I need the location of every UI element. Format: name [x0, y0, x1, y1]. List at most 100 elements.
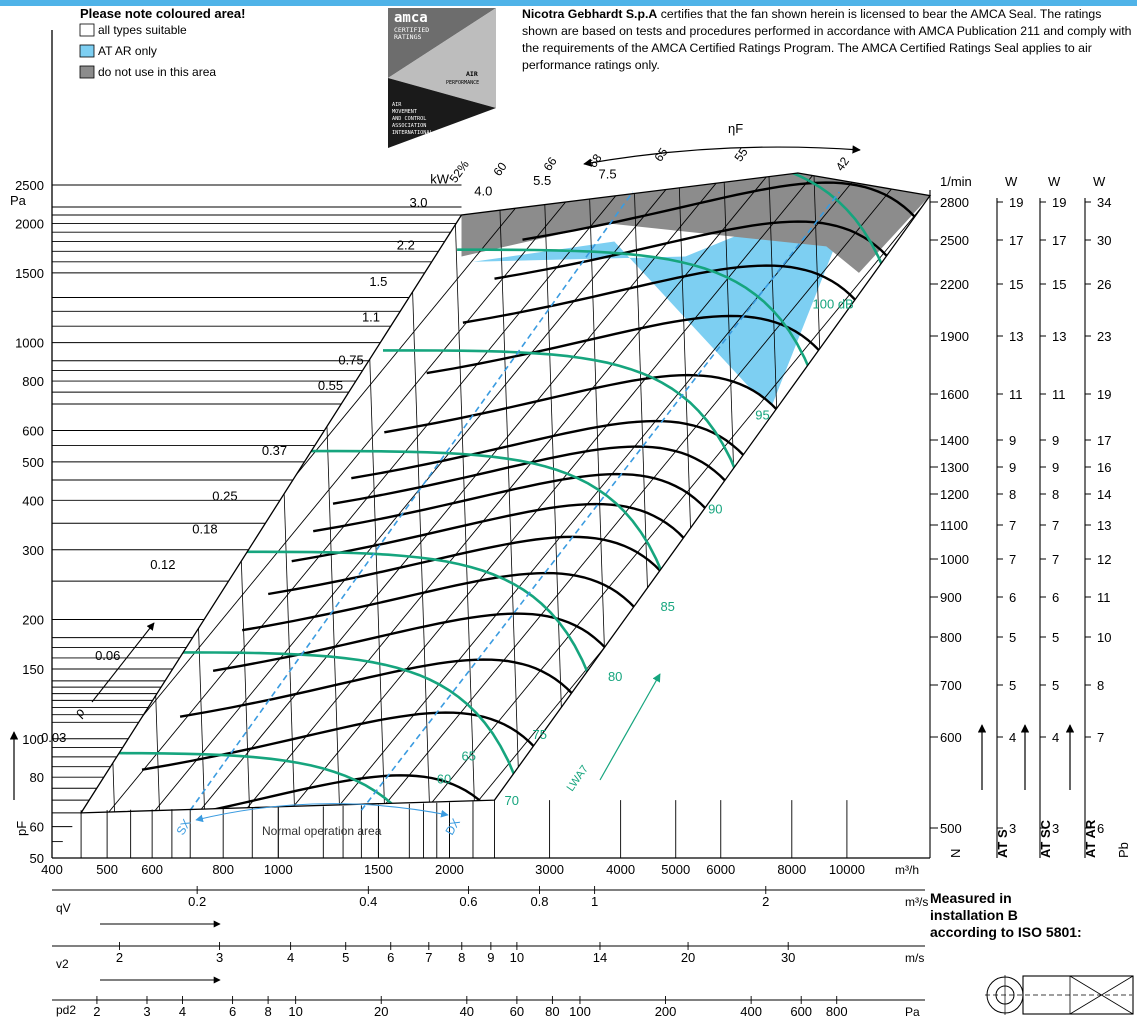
rpm-curve [312, 472, 740, 563]
rpm-curve [351, 419, 778, 510]
density-arrow [91, 622, 155, 703]
top-accent-band [0, 0, 1137, 6]
power-value: 11 [1009, 387, 1023, 402]
power-value: 7 [1009, 552, 1016, 567]
secondary-tick-label: 2 [762, 894, 769, 909]
x-tick-label: 400 [41, 862, 63, 877]
power-value: 17 [1009, 233, 1023, 248]
power-label: 0.03 [41, 730, 66, 745]
measured-line1: Measured in [930, 890, 1012, 906]
speed-tick-label: 1600 [940, 387, 969, 402]
x-tick-label: 600 [141, 862, 163, 877]
power-column-header: W [1048, 174, 1061, 189]
diagonal-gridline [81, 173, 724, 813]
amca-seal-logo: amca CERTIFIED RATINGS AIR PERFORMANCE A… [388, 8, 496, 148]
power-value: 15 [1009, 277, 1023, 292]
power-value: 8 [1097, 678, 1104, 693]
secondary-tick-label: 9 [487, 950, 494, 965]
sound-label: 90 [708, 502, 722, 517]
secondary-axis-label: pd2 [56, 1003, 76, 1017]
legend-swatch-at-ar [79, 44, 95, 58]
certification-company: Nicotra Gebhardt S.p.A [522, 7, 658, 21]
power-value: 6 [1009, 590, 1016, 605]
power-value: 17 [1097, 433, 1111, 448]
chart-labels: 0.03 0.06 0.12 0.18 0.25 0.37 0.55 0.75 1.1 1.5 2.… [41, 121, 861, 838]
power-label: 0.75 [338, 353, 363, 368]
sound-curve [160, 651, 545, 813]
x-tick-label: 1500 [364, 862, 393, 877]
power-value: 16 [1097, 460, 1111, 475]
speed-tick-label: 1900 [940, 329, 969, 344]
efficiency-label: 60 [491, 159, 510, 178]
power-value: 9 [1052, 460, 1059, 475]
power-value: 12 [1097, 552, 1111, 567]
legend-label-at-ar: AT AR only [98, 44, 157, 58]
power-column-footer: AT S [995, 829, 1010, 858]
power-value: 4 [1009, 730, 1016, 745]
y-tick-label: 50 [30, 851, 44, 866]
side-tables: 1/min 500 600 700 800 900 1000 1100 1200 1300 1400… [929, 174, 1131, 858]
efficiency-label: 66 [541, 154, 560, 173]
vertical-gridline [674, 173, 702, 813]
sound-label: 95 [755, 407, 769, 422]
power-value: 7 [1009, 518, 1016, 533]
speed-tick-label: 2800 [940, 195, 969, 210]
rpm-curve [212, 612, 640, 702]
sound-label: 80 [608, 669, 622, 684]
amca-seal-line1: amca [394, 10, 428, 26]
legend-label-all-types: all types suitable [98, 23, 187, 37]
power-label: 3.0 [409, 195, 427, 210]
diagonal-gridline [836, 173, 931, 813]
amca-seal-line4: AIR [466, 70, 478, 78]
efficiency-axis-label: ηF [728, 121, 743, 136]
power-value: 9 [1009, 460, 1016, 475]
x-tick-label: 800 [212, 862, 234, 877]
power-value: 11 [1052, 387, 1066, 402]
envelope-outline [79, 172, 932, 814]
rpm-curve [332, 445, 760, 535]
rpm-curve [291, 502, 719, 593]
secondary-tick-label: 2 [116, 950, 123, 965]
sound-level-label: LWA7 [565, 763, 591, 793]
installation-b-icon [985, 975, 1134, 1015]
legend-label-no-use: do not use in this area [98, 65, 216, 79]
x-tick-label: 8000 [777, 862, 806, 877]
y-tick-label: 150 [22, 662, 44, 677]
secondary-tick-label: 40 [460, 1004, 474, 1019]
sound-curve [308, 449, 693, 690]
y-axis-label: pF [14, 821, 29, 836]
sound-curve [531, 173, 915, 388]
y-tick-label: 1500 [15, 266, 44, 281]
y-tick-label: 600 [22, 424, 44, 439]
amca-seal-line6: AIR [392, 102, 402, 108]
secondary-tick-label: 20 [374, 1004, 388, 1019]
power-label: 0.18 [192, 521, 217, 536]
measured-line3: according to ISO 5801: [930, 924, 1082, 940]
secondary-unit-label: m/s [905, 951, 924, 965]
sound-label: 60 [437, 772, 451, 787]
speed-unit-label: 1/min [940, 174, 972, 189]
power-label: 1.5 [369, 274, 387, 289]
power-value: 11 [1097, 590, 1111, 605]
vertical-gridline [584, 173, 612, 813]
chart-grid [51, 184, 848, 859]
secondary-tick-label: 80 [545, 1004, 559, 1019]
amca-seal-line3: RATINGS [394, 33, 421, 41]
sound-curve [234, 550, 619, 791]
power-value: 9 [1009, 433, 1016, 448]
secondary-axis-label: v2 [56, 957, 69, 971]
secondary-tick-label: 200 [655, 1004, 677, 1019]
secondary-tick-label: 0.6 [459, 894, 477, 909]
power-label: 2.2 [397, 237, 415, 252]
speed-tick-label: 800 [940, 630, 962, 645]
speed-tick-label: 1100 [940, 518, 968, 533]
amca-seal-line7: MOVEMENT [392, 109, 417, 115]
diagonal-gridline [160, 173, 814, 813]
secondary-tick-label: 60 [510, 1004, 524, 1019]
power-label: 5.5 [533, 173, 551, 188]
power-value: 9 [1052, 433, 1059, 448]
x-tick-label: 2000 [435, 862, 464, 877]
x-tick-label: 4000 [606, 862, 635, 877]
rpm-curves-clipped [86, 173, 931, 813]
